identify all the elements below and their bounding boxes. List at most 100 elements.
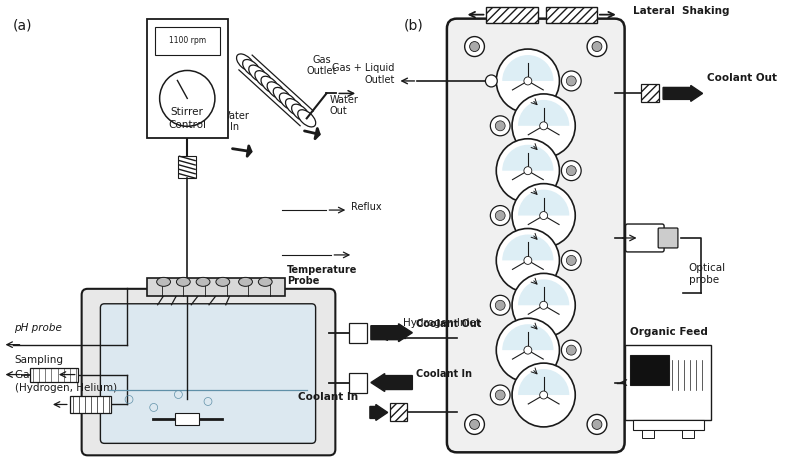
Circle shape xyxy=(566,165,576,176)
Bar xyxy=(147,18,228,138)
Text: Stirrer
Control: Stirrer Control xyxy=(168,107,206,130)
Circle shape xyxy=(566,345,576,355)
Ellipse shape xyxy=(255,71,273,88)
Circle shape xyxy=(495,121,505,131)
Circle shape xyxy=(512,183,575,248)
Bar xyxy=(147,278,285,296)
FancyArrow shape xyxy=(371,324,412,342)
Circle shape xyxy=(464,36,484,57)
Bar xyxy=(349,323,367,343)
Text: Hydrogen Inlet: Hydrogen Inlet xyxy=(403,318,480,328)
Ellipse shape xyxy=(267,82,285,99)
Circle shape xyxy=(496,229,560,292)
Circle shape xyxy=(566,76,576,86)
Ellipse shape xyxy=(273,88,291,105)
Text: Lateral  Shaking: Lateral Shaking xyxy=(633,6,729,16)
Text: Optical
probe: Optical probe xyxy=(688,263,726,285)
Wedge shape xyxy=(502,324,553,350)
Wedge shape xyxy=(518,369,569,395)
Ellipse shape xyxy=(258,278,272,286)
Bar xyxy=(175,414,199,426)
Bar xyxy=(349,372,367,392)
Bar xyxy=(390,403,407,421)
Ellipse shape xyxy=(298,110,316,127)
Wedge shape xyxy=(502,145,553,171)
Circle shape xyxy=(491,206,510,225)
Circle shape xyxy=(464,414,484,434)
Ellipse shape xyxy=(286,99,303,116)
Text: Gas Inlet
(Hydrogen, Helium): Gas Inlet (Hydrogen, Helium) xyxy=(14,370,117,392)
Text: 1100 rpm: 1100 rpm xyxy=(168,36,206,45)
FancyArrow shape xyxy=(371,373,412,391)
Polygon shape xyxy=(487,6,538,23)
FancyArrow shape xyxy=(370,404,387,420)
Text: Coolant In: Coolant In xyxy=(416,369,472,378)
Circle shape xyxy=(524,77,532,85)
Polygon shape xyxy=(545,6,597,23)
Text: Gas + Liquid
Outlet: Gas + Liquid Outlet xyxy=(332,63,395,85)
Circle shape xyxy=(496,49,560,113)
Bar xyxy=(30,367,78,382)
Ellipse shape xyxy=(291,104,310,121)
Wedge shape xyxy=(518,279,569,305)
Circle shape xyxy=(524,167,532,175)
Text: pH probe: pH probe xyxy=(14,323,63,333)
FancyArrow shape xyxy=(663,85,703,101)
Circle shape xyxy=(524,346,532,354)
Circle shape xyxy=(592,420,602,429)
Bar xyxy=(625,345,711,420)
Wedge shape xyxy=(518,100,569,126)
Ellipse shape xyxy=(261,76,279,94)
Circle shape xyxy=(496,139,560,202)
Bar xyxy=(642,431,654,438)
Ellipse shape xyxy=(176,278,191,286)
Ellipse shape xyxy=(156,278,171,286)
Bar xyxy=(682,431,694,438)
Circle shape xyxy=(491,385,510,405)
Text: Sampling: Sampling xyxy=(14,355,64,365)
Ellipse shape xyxy=(237,54,255,71)
Text: (b): (b) xyxy=(403,18,423,33)
Circle shape xyxy=(491,116,510,136)
Wedge shape xyxy=(518,189,569,216)
Text: Water
Out: Water Out xyxy=(330,95,358,116)
Circle shape xyxy=(561,250,581,271)
Circle shape xyxy=(495,390,505,400)
Circle shape xyxy=(561,161,581,181)
FancyBboxPatch shape xyxy=(626,224,664,252)
Circle shape xyxy=(485,75,497,87)
Text: Reflux: Reflux xyxy=(351,202,382,212)
Circle shape xyxy=(524,256,532,265)
Circle shape xyxy=(512,273,575,337)
Circle shape xyxy=(540,122,548,130)
Circle shape xyxy=(160,71,215,126)
Ellipse shape xyxy=(196,278,210,286)
Circle shape xyxy=(491,296,510,315)
Text: (a): (a) xyxy=(13,18,32,33)
Wedge shape xyxy=(502,55,553,81)
FancyBboxPatch shape xyxy=(447,18,625,452)
Bar xyxy=(633,420,703,431)
Bar xyxy=(642,84,659,102)
Circle shape xyxy=(540,301,548,309)
FancyBboxPatch shape xyxy=(82,289,335,455)
Circle shape xyxy=(587,414,607,434)
Text: Coolant Out: Coolant Out xyxy=(707,73,777,83)
Circle shape xyxy=(495,300,505,310)
Wedge shape xyxy=(502,235,553,260)
Text: Temperature
Probe: Temperature Probe xyxy=(287,265,357,286)
Text: Coolant In: Coolant In xyxy=(298,392,358,402)
Ellipse shape xyxy=(243,59,260,77)
Circle shape xyxy=(496,318,560,382)
Circle shape xyxy=(540,212,548,219)
FancyBboxPatch shape xyxy=(100,304,315,443)
Bar xyxy=(70,396,111,414)
Bar xyxy=(155,27,220,54)
Circle shape xyxy=(512,363,575,427)
Text: Organic Feed: Organic Feed xyxy=(630,327,708,337)
Circle shape xyxy=(566,255,576,266)
Text: Gas
Outlet: Gas Outlet xyxy=(306,55,337,77)
Bar xyxy=(630,355,669,384)
Text: Coolant Out: Coolant Out xyxy=(416,319,482,329)
Ellipse shape xyxy=(239,278,252,286)
